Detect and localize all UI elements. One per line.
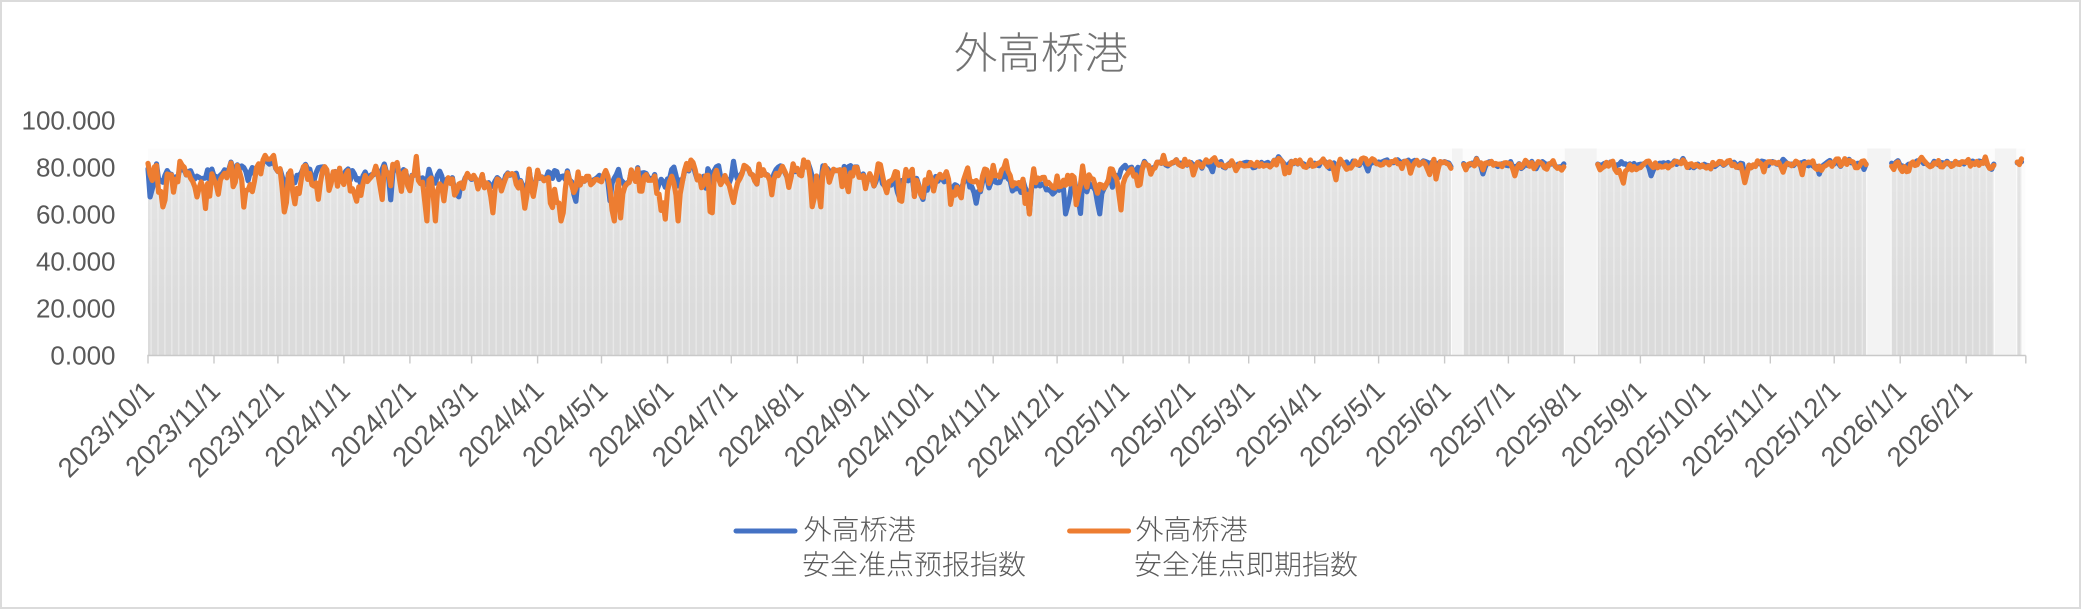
svg-text:100.000: 100.000	[22, 106, 116, 136]
svg-text:20.000: 20.000	[36, 294, 116, 324]
svg-text:0.000: 0.000	[50, 341, 115, 371]
svg-text:60.000: 60.000	[36, 200, 116, 230]
svg-text:40.000: 40.000	[36, 247, 116, 277]
svg-text:80.000: 80.000	[36, 153, 116, 183]
